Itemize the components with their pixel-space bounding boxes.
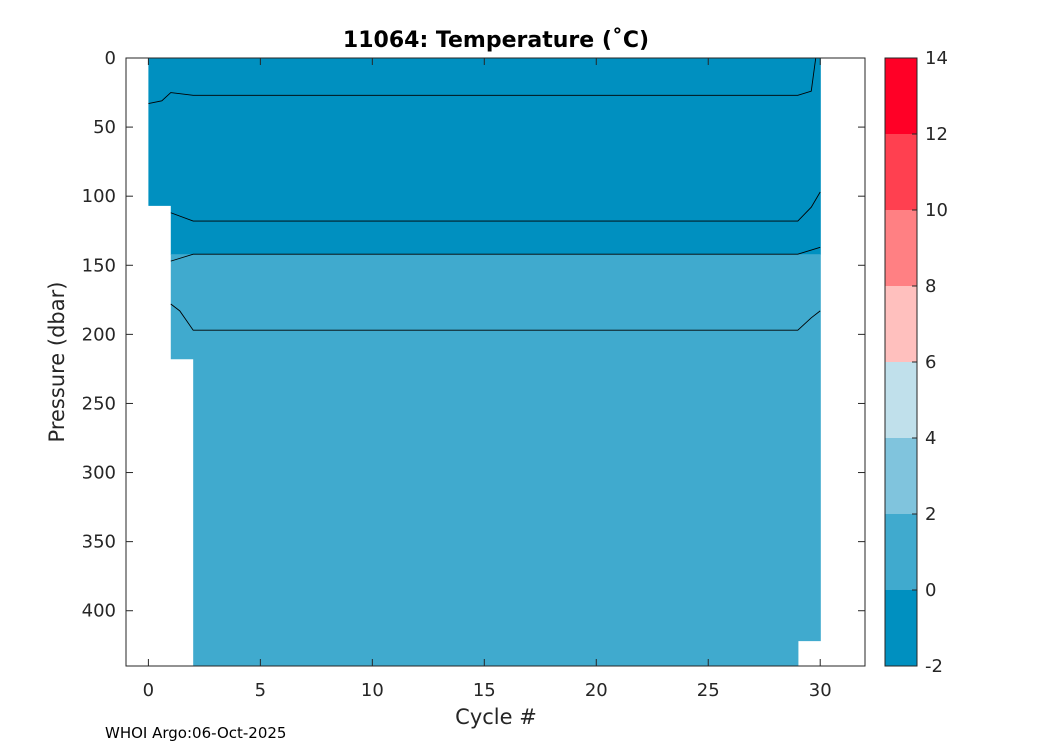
x-tick-label: 5 xyxy=(255,680,266,701)
contour-line xyxy=(170,246,821,262)
contour-line xyxy=(170,191,821,222)
colorbar-tick-label: 6 xyxy=(925,352,936,373)
colorbar: -2 0 2 4 6 8 10 12 14 xyxy=(884,48,948,677)
x-tick-label: 20 xyxy=(585,680,608,701)
y-axis-ticks: 0 50 100 150 200 250 300 350 400 xyxy=(82,48,865,622)
colorbar-tick-label: 10 xyxy=(925,200,948,221)
colorbar-band xyxy=(885,362,917,438)
colorbar-band xyxy=(885,514,917,590)
contour-region xyxy=(148,254,821,666)
credit-text: WHOI Argo:06-Oct-2025 xyxy=(105,724,287,742)
colorbar-tick-label: -2 xyxy=(925,656,943,677)
plot-area xyxy=(125,57,866,667)
x-tick-label: 25 xyxy=(697,680,720,701)
y-tick-label: 400 xyxy=(82,601,116,622)
colorbar-tick-label: 12 xyxy=(925,124,948,145)
colorbar-tick-label: 14 xyxy=(925,48,948,69)
y-axis-label: Pressure (dbar) xyxy=(45,282,69,443)
plot-frame xyxy=(125,57,866,667)
x-tick-label: 0 xyxy=(143,680,154,701)
colorbar-tick-label: 2 xyxy=(925,504,936,525)
colorbar-band xyxy=(885,58,917,134)
colorbar-tick-label: 0 xyxy=(925,580,936,601)
colorbar-band xyxy=(885,134,917,210)
contour-region xyxy=(148,58,821,255)
x-tick-label: 15 xyxy=(473,680,496,701)
colorbar-band xyxy=(885,210,917,286)
contour-line xyxy=(148,57,817,105)
x-axis-ticks: 0 5 10 15 20 25 30 xyxy=(143,58,832,701)
colorbar-tick-label: 8 xyxy=(925,276,936,297)
colorbar-band xyxy=(885,286,917,362)
y-tick-label: 300 xyxy=(82,463,116,484)
y-tick-label: 350 xyxy=(82,532,116,553)
contour-line xyxy=(170,303,821,331)
colorbar-band xyxy=(885,438,917,514)
y-tick-label: 100 xyxy=(82,186,116,207)
y-tick-label: 250 xyxy=(82,393,116,414)
filled-contours xyxy=(148,58,821,666)
colorbar-tick-label: 4 xyxy=(925,428,936,449)
x-tick-label: 10 xyxy=(361,680,384,701)
chart-title: 11064: Temperature (˚C) xyxy=(343,28,649,53)
y-tick-label: 150 xyxy=(82,255,116,276)
y-tick-label: 50 xyxy=(93,117,116,138)
y-tick-label: 200 xyxy=(82,324,116,345)
x-axis-label: Cycle # xyxy=(455,705,537,729)
x-tick-label: 30 xyxy=(809,680,832,701)
colorbar-band xyxy=(885,590,917,666)
y-tick-label: 0 xyxy=(105,48,116,69)
